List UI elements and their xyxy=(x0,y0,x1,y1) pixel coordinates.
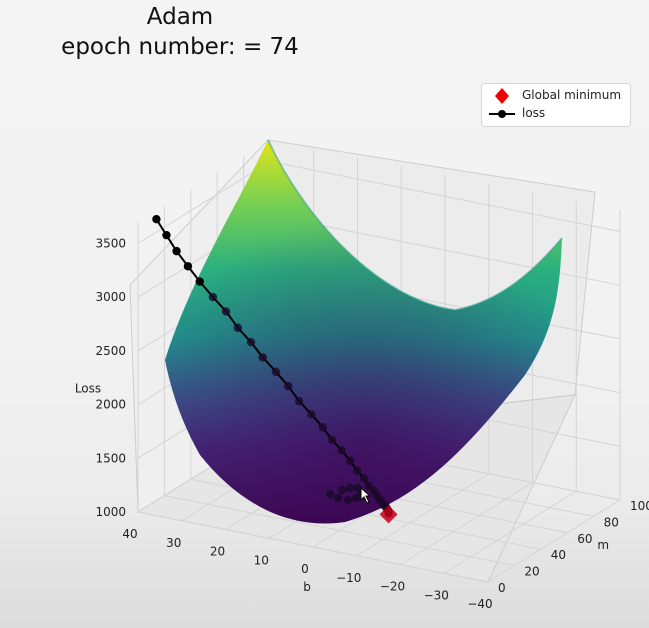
chart-title: Adam xyxy=(146,4,214,30)
loss-path-point xyxy=(318,423,328,432)
loss-path-point xyxy=(337,446,346,455)
line-dot-marker-icon xyxy=(489,110,515,118)
loss-path-point xyxy=(233,323,243,332)
m-tick-label: 20 xyxy=(524,565,539,579)
loss-path-point xyxy=(152,214,161,224)
loss-path-point xyxy=(353,483,363,493)
loss-path-point xyxy=(294,396,304,406)
m-axis-label: m xyxy=(597,538,609,552)
loss-path-point xyxy=(162,230,171,240)
loss-tick-label: 2000 xyxy=(95,398,126,412)
loss-path-point xyxy=(337,485,347,495)
m-tick-label: 60 xyxy=(577,532,592,546)
global-minimum-marker xyxy=(379,505,398,524)
legend-item-loss: loss xyxy=(482,105,630,123)
m-tick-label: 40 xyxy=(551,548,566,562)
loss-path-point xyxy=(345,483,355,493)
chart-subtitle: epoch number: = 74 xyxy=(61,34,299,60)
b-tick-label: −30 xyxy=(424,588,449,602)
loss-path-point xyxy=(307,410,316,419)
loss-path-point xyxy=(208,292,218,302)
b-tick-label: −20 xyxy=(380,580,405,594)
loss-tick-label: 1000 xyxy=(95,505,126,519)
loss-path-point xyxy=(327,435,337,445)
loss-path-point xyxy=(352,466,362,475)
b-tick-label: 0 xyxy=(301,562,309,576)
b-tick-label: −10 xyxy=(336,571,361,585)
b-tick-label: 30 xyxy=(166,536,181,550)
legend: Global minimum loss xyxy=(481,83,631,127)
loss-path-layer xyxy=(152,214,393,518)
surface-highlight xyxy=(267,139,563,312)
loss-path-point xyxy=(359,474,369,483)
m-tick-label: 80 xyxy=(604,515,619,529)
loss-path-point xyxy=(172,246,181,256)
b-axis-label: b xyxy=(303,580,311,594)
loss-path-point xyxy=(364,481,374,491)
loss-path-point xyxy=(258,353,268,362)
loss-tick-label: 3000 xyxy=(95,290,126,304)
loss-tick-label: 3500 xyxy=(95,236,126,250)
loss-path-point xyxy=(271,367,281,377)
loss-path-point xyxy=(246,337,256,347)
b-tick-label: 10 xyxy=(254,553,269,567)
loss-path-point xyxy=(343,495,353,505)
loss-path-point xyxy=(221,307,231,316)
legend-label-global-minimum: Global minimum xyxy=(522,88,622,102)
m-tick-label: 100 xyxy=(630,499,649,513)
loss-path-point xyxy=(325,489,335,499)
legend-label-loss: loss xyxy=(522,106,546,120)
surface-shade xyxy=(165,140,562,524)
loss-tick-label: 2500 xyxy=(95,344,126,358)
loss-path-point xyxy=(333,493,343,503)
b-tick-label: −40 xyxy=(467,597,492,611)
global-minimum-layer xyxy=(379,505,398,524)
axis-ticks: 403020100−10−20−30−400204060801001000150… xyxy=(75,236,649,611)
loss-path-point xyxy=(351,493,361,503)
loss-axis-label: Loss xyxy=(75,381,101,395)
mouse-cursor-icon xyxy=(360,486,372,504)
loss-tick-label: 1500 xyxy=(95,451,126,465)
loss-path-point xyxy=(183,262,193,271)
b-tick-label: 20 xyxy=(210,545,225,559)
loss-path-point xyxy=(195,277,204,286)
loss-path-point xyxy=(284,381,293,391)
diamond-marker-icon xyxy=(495,88,509,104)
m-tick-label: 0 xyxy=(498,581,506,595)
b-tick-label: 40 xyxy=(122,527,137,541)
loss-path-point xyxy=(346,456,355,465)
chart-title-block: Adam epoch number: = 74 xyxy=(0,2,360,62)
legend-item-global-minimum: Global minimum xyxy=(482,87,630,105)
